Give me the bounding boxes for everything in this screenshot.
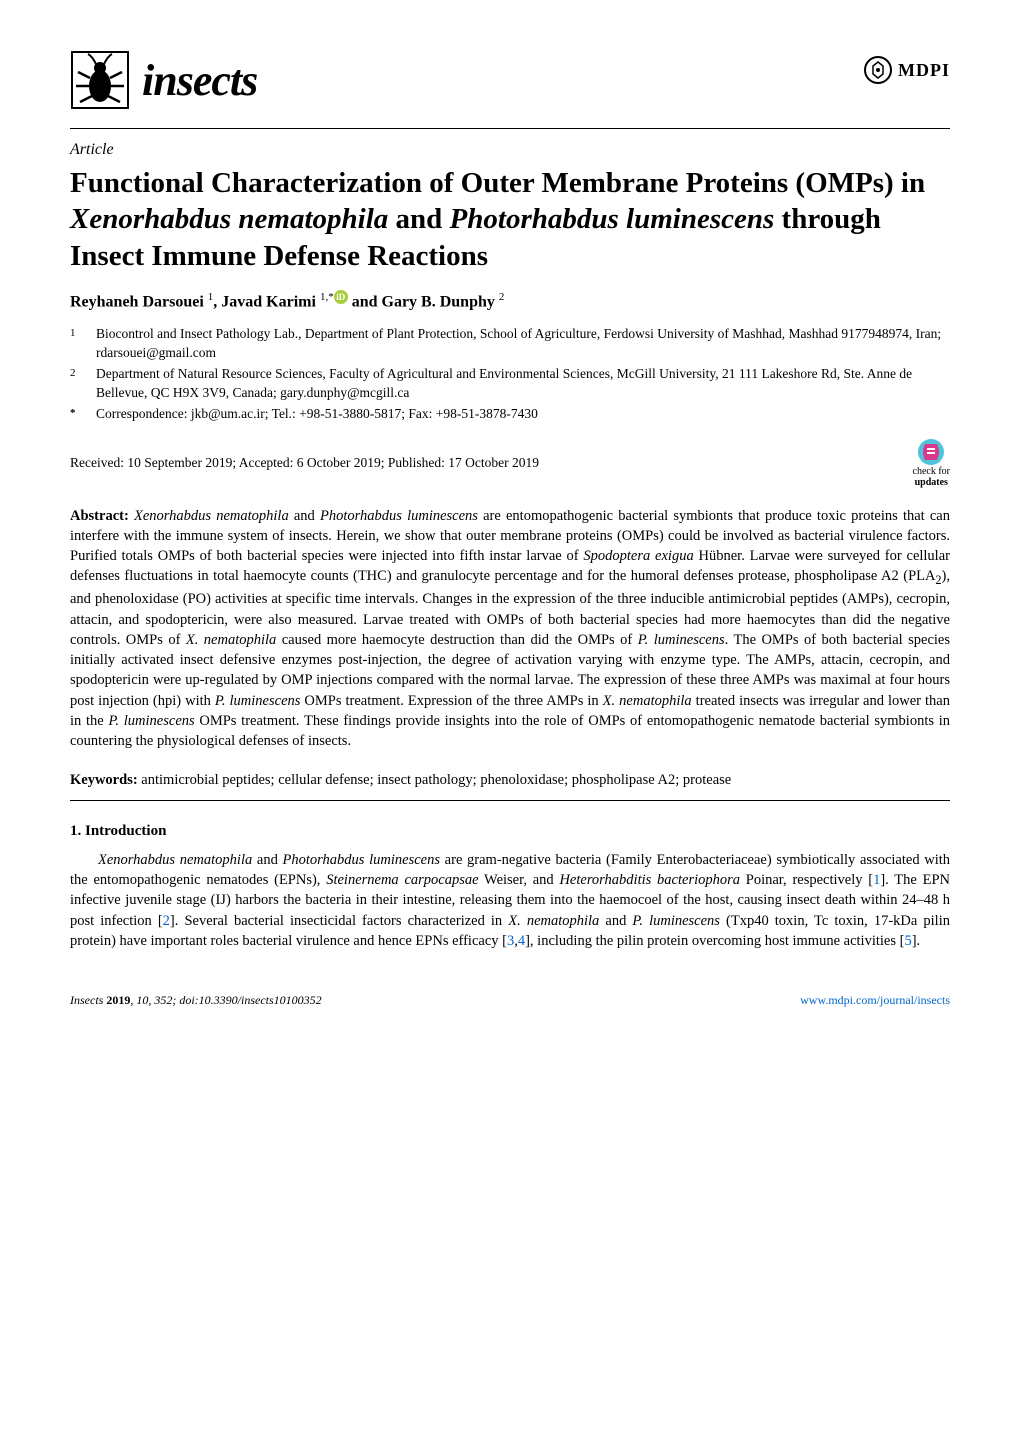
- insect-icon: [70, 50, 130, 110]
- journal-name: insects: [142, 55, 257, 106]
- orcid-icon[interactable]: iD: [334, 290, 348, 304]
- author-1: Reyhaneh Darsouei: [70, 293, 204, 310]
- publisher-name: MDPI: [898, 60, 950, 81]
- affiliation-row: 2 Department of Natural Resource Science…: [70, 365, 950, 403]
- affiliation-row: 1 Biocontrol and Insect Pathology Lab., …: [70, 325, 950, 363]
- abstract-label: Abstract:: [70, 508, 129, 524]
- journal-logo: insects: [70, 50, 257, 110]
- check-updates-badge[interactable]: check for updates: [913, 438, 950, 488]
- keywords-text: antimicrobial peptides; cellular defense…: [138, 772, 732, 788]
- header-row: insects MDPI: [70, 50, 950, 110]
- page-footer: Insects 2019, 10, 352; doi:10.3390/insec…: [70, 993, 950, 1008]
- article-type: Article: [70, 141, 950, 159]
- dates-row: Received: 10 September 2019; Accepted: 6…: [70, 438, 950, 488]
- author-2: Javad Karimi: [221, 293, 316, 310]
- header-divider: [70, 128, 950, 129]
- section-heading-introduction: 1. Introduction: [70, 823, 950, 840]
- introduction-paragraph: Xenorhabdus nematophila and Photorhabdus…: [70, 850, 950, 951]
- keywords-label: Keywords:: [70, 772, 138, 788]
- abstract: Abstract: Xenorhabdus nematophila and Ph…: [70, 506, 950, 752]
- mdpi-circle-icon: [864, 56, 892, 84]
- article-title: Functional Characterization of Outer Mem…: [70, 165, 950, 274]
- publication-dates: Received: 10 September 2019; Accepted: 6…: [70, 455, 539, 471]
- section-divider: [70, 800, 950, 801]
- footer-citation: Insects 2019, 10, 352; doi:10.3390/insec…: [70, 993, 322, 1008]
- author-3: Gary B. Dunphy: [382, 293, 495, 310]
- footer-journal-url[interactable]: www.mdpi.com/journal/insects: [800, 993, 950, 1008]
- author-list: Reyhaneh Darsouei 1, Javad Karimi 1,*iD …: [70, 290, 950, 311]
- affiliations-block: 1 Biocontrol and Insect Pathology Lab., …: [70, 325, 950, 423]
- publisher-logo: MDPI: [864, 50, 950, 84]
- keywords: Keywords: antimicrobial peptides; cellul…: [70, 770, 950, 790]
- check-updates-icon: [917, 438, 945, 466]
- correspondence-row: * Correspondence: jkb@um.ac.ir; Tel.: +9…: [70, 405, 950, 424]
